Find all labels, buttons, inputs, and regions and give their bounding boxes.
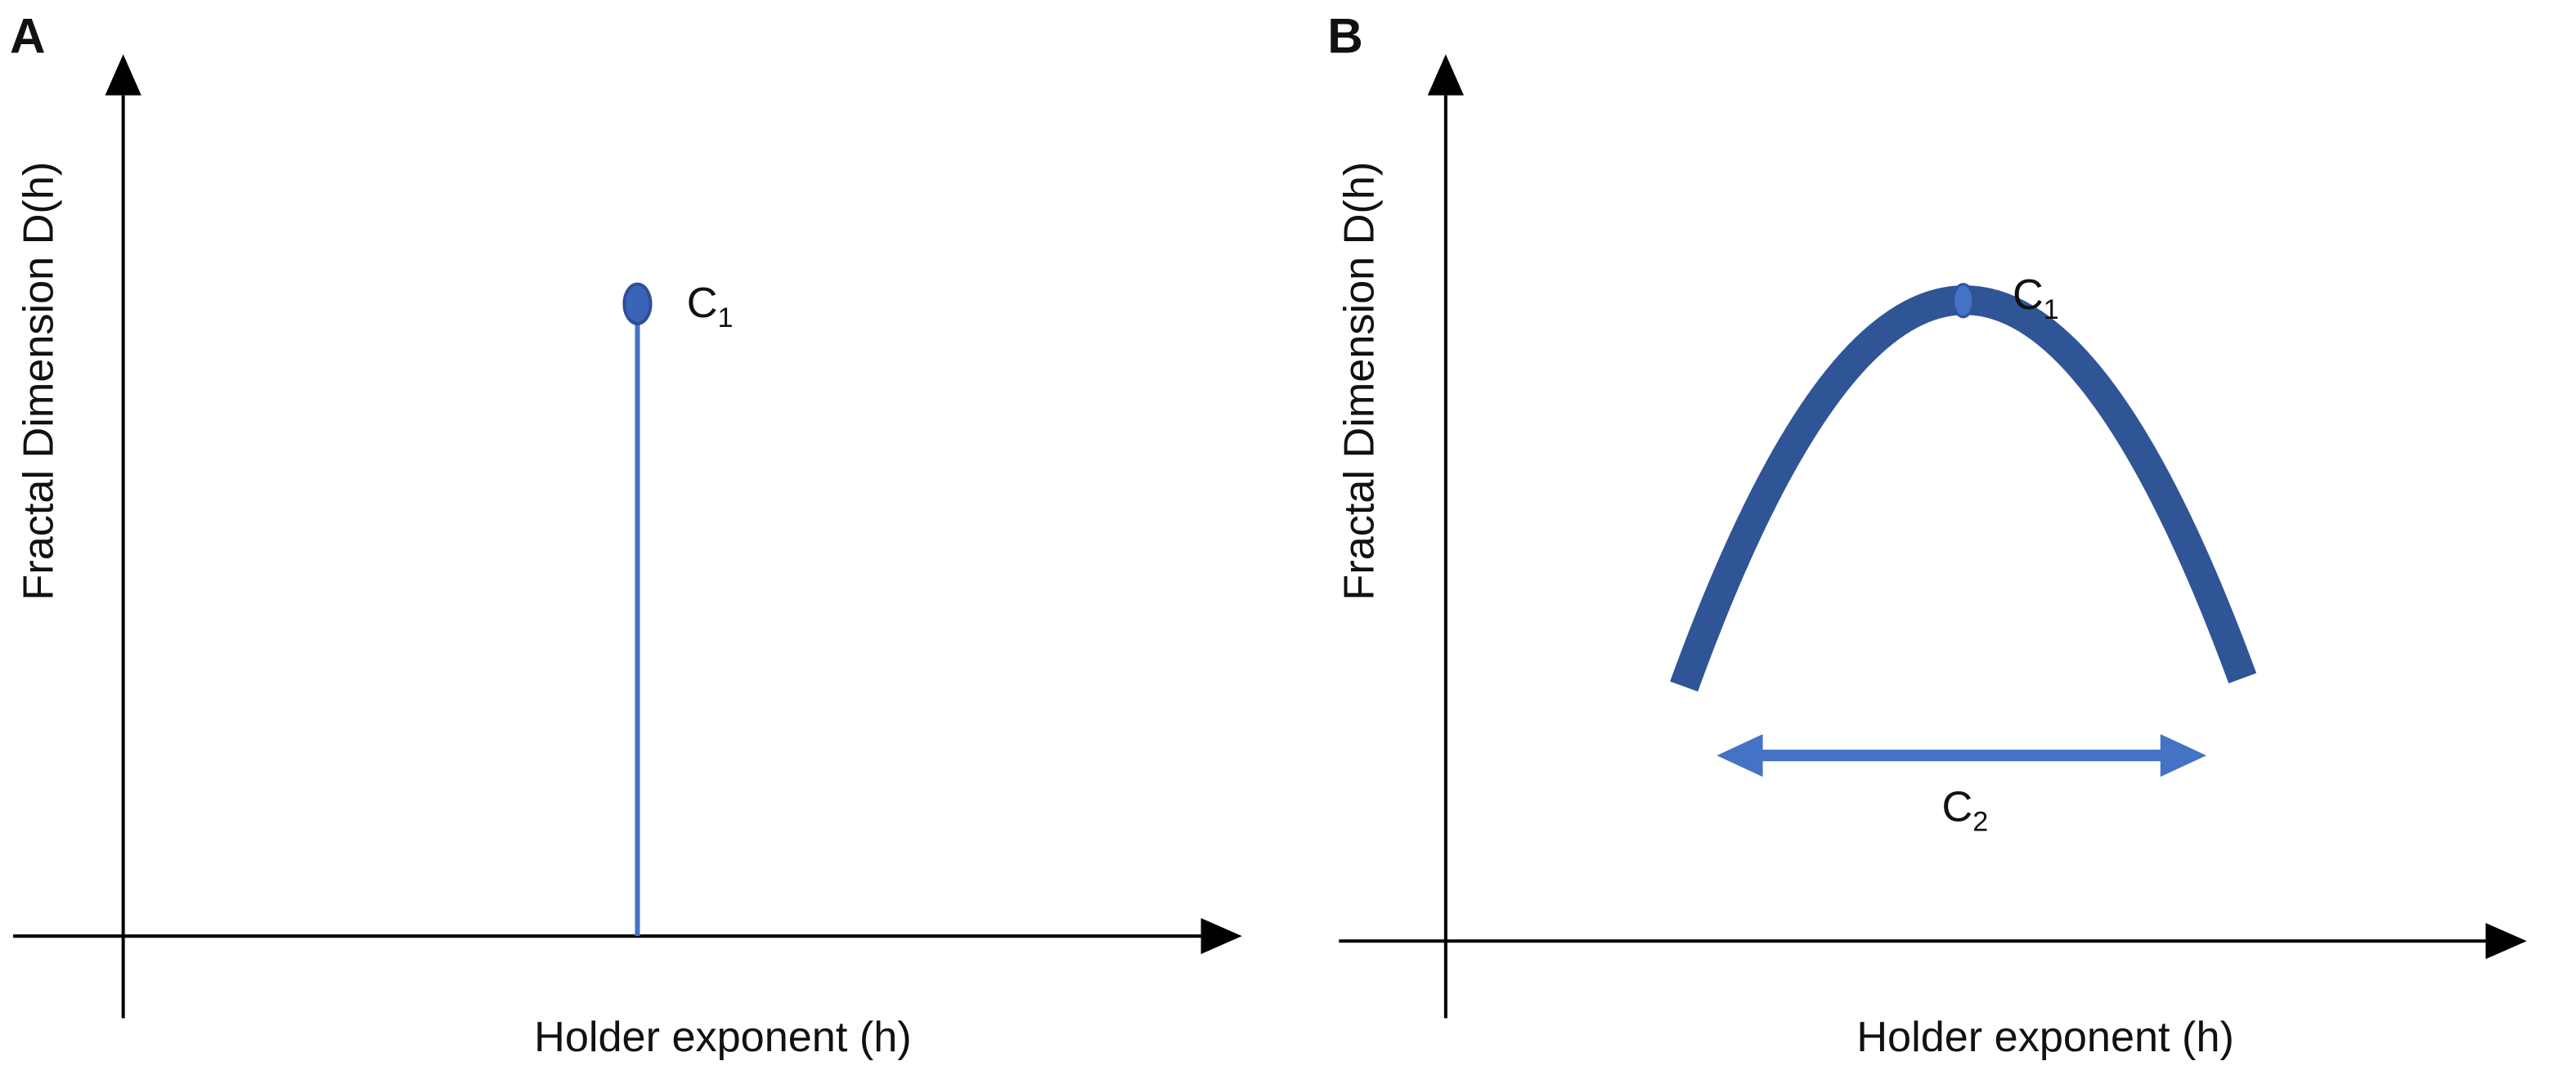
annotation: C1 bbox=[687, 280, 734, 334]
width-arrow-head bbox=[1717, 734, 1763, 777]
y-axis-arrow bbox=[1427, 54, 1464, 96]
annotation-letter: C bbox=[2013, 271, 2044, 319]
panel-a: A Fractal Dimension D(h) Holder exponent… bbox=[10, 7, 1242, 1061]
peak-point bbox=[1952, 283, 1975, 319]
panel-b: B Fractal Dimension D(h) Holder exponent… bbox=[1327, 7, 2527, 1061]
y-axis-label: Fractal Dimension D(h) bbox=[15, 162, 62, 601]
peak-point bbox=[622, 282, 653, 325]
annotation-subscript: 1 bbox=[717, 302, 733, 334]
annotation-letter: C bbox=[687, 280, 718, 327]
annotation-letter: C bbox=[1942, 784, 1973, 831]
spectrum-curve bbox=[1670, 285, 2257, 692]
x-axis-label: Holder exponent (h) bbox=[1856, 1014, 2234, 1061]
x-axis-arrow bbox=[2485, 923, 2527, 960]
x-axis-label: Holder exponent (h) bbox=[534, 1014, 912, 1061]
x-axis-arrow bbox=[1200, 918, 1242, 955]
width-arrow-head bbox=[2160, 734, 2206, 777]
annotation: C1 bbox=[2013, 271, 2059, 325]
annotation-subscript: 1 bbox=[2044, 294, 2059, 325]
y-axis-arrow bbox=[105, 54, 141, 96]
panel-label: A bbox=[10, 7, 46, 63]
annotation: C2 bbox=[1942, 784, 1989, 838]
y-axis-label: Fractal Dimension D(h) bbox=[1335, 162, 1383, 601]
panel-label: B bbox=[1327, 7, 1363, 63]
annotation-subscript: 2 bbox=[1972, 807, 1988, 838]
